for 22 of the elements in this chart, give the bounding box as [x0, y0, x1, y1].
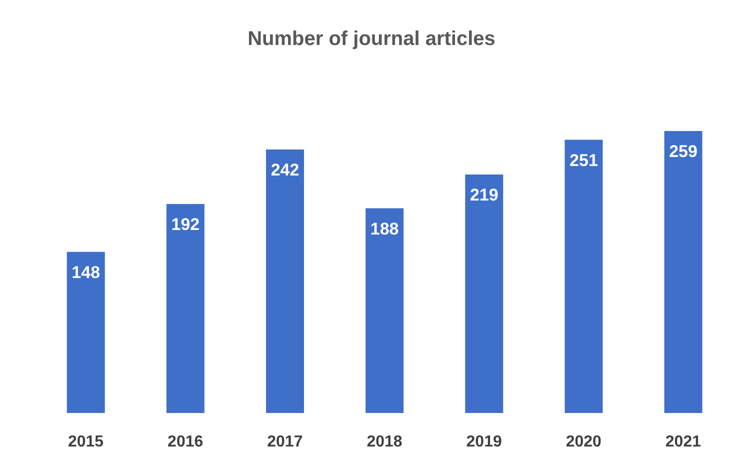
data-label: 188: [370, 219, 399, 238]
bar: [266, 150, 304, 413]
data-label: 259: [669, 142, 698, 162]
x-tick-label: 2020: [566, 433, 602, 450]
data-label: 192: [171, 215, 200, 234]
data-label: 148: [72, 262, 100, 282]
bar: [66, 252, 105, 413]
bar: [366, 208, 404, 413]
x-tick-label: 2018: [366, 433, 402, 450]
x-tick-label: 2021: [665, 433, 702, 450]
x-tick-label: 2017: [267, 433, 303, 450]
x-tick-label: 2019: [466, 433, 502, 450]
data-label: 242: [270, 160, 300, 180]
chart-title: Number of journal articles: [246, 28, 496, 51]
bar: [166, 204, 204, 413]
data-label: 251: [570, 150, 598, 170]
data-label: 219: [470, 186, 498, 205]
x-tick-label: 2015: [68, 433, 104, 450]
bar: [664, 131, 702, 413]
x-tick-label: 2016: [168, 433, 204, 450]
bar: [564, 140, 603, 413]
bar: [465, 174, 504, 413]
